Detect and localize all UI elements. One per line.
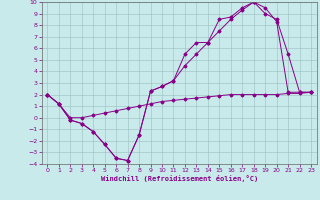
X-axis label: Windchill (Refroidissement éolien,°C): Windchill (Refroidissement éolien,°C): [100, 175, 258, 182]
